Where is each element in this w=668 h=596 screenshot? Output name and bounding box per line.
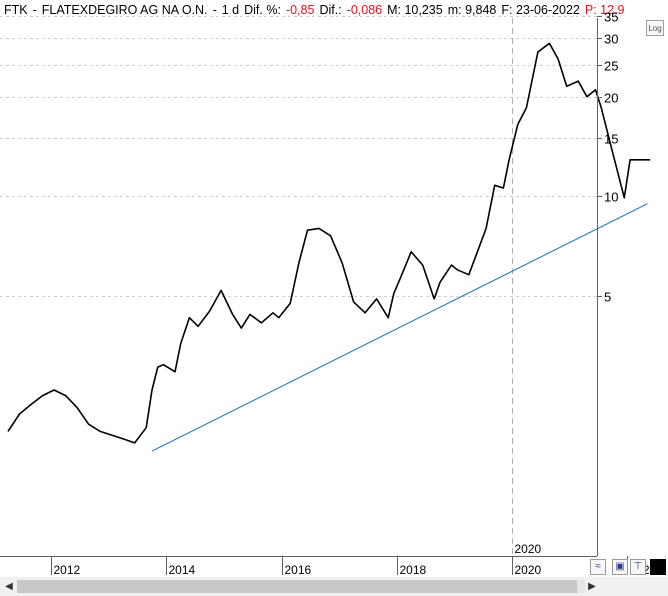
y-tick-label: 30 bbox=[604, 32, 618, 47]
price-chart: 5101520253035201220142016201820202022202… bbox=[0, 10, 657, 577]
y-tick-label: 10 bbox=[604, 190, 618, 205]
period-label: 1 d bbox=[221, 3, 240, 17]
trend-line bbox=[151, 203, 648, 452]
x-tick-label: 2014 bbox=[169, 563, 196, 577]
ticker-label: FTK bbox=[4, 3, 28, 17]
price-label: P: 12,9 bbox=[584, 3, 625, 17]
y-tick-label: 15 bbox=[604, 132, 618, 147]
fill-color-icon[interactable] bbox=[650, 559, 666, 575]
dif-pct-label: Dif. %: bbox=[244, 3, 281, 17]
x-tick-label: 2016 bbox=[285, 563, 312, 577]
pin-icon[interactable]: ⊤ bbox=[630, 559, 646, 575]
header-separator-2: - bbox=[212, 3, 217, 17]
scrollbar-thumb[interactable] bbox=[17, 580, 577, 593]
instrument-name: FLATEXDEGIRO AG NA O.N. bbox=[41, 3, 208, 17]
save-icon[interactable]: ▣ bbox=[612, 559, 628, 575]
header-separator: - bbox=[32, 3, 37, 17]
scroll-left-arrow-icon[interactable]: ◀ bbox=[5, 581, 13, 592]
grid bbox=[0, 16, 597, 556]
dif-label: Dif.: bbox=[319, 3, 342, 17]
max-label: M: 10,235 bbox=[387, 3, 443, 17]
y-tick-label: 20 bbox=[604, 91, 618, 106]
x-tick-label: 2020 bbox=[515, 563, 542, 577]
date-label: F: 23-06-2022 bbox=[501, 3, 580, 17]
dif-value: -0,086 bbox=[346, 3, 383, 17]
x-tick-label: 2018 bbox=[400, 563, 427, 577]
price-series-line bbox=[7, 42, 651, 444]
wave-icon[interactable]: ≈ bbox=[590, 559, 606, 575]
plot-area bbox=[7, 42, 651, 452]
log-scale-toggle[interactable]: Log bbox=[646, 20, 664, 36]
axes: 5101520253035201220142016201820202022202… bbox=[51, 10, 657, 577]
y-tick-label: 25 bbox=[604, 59, 618, 74]
x-tick-label: 2012 bbox=[54, 563, 81, 577]
scroll-right-arrow-icon[interactable]: ▶ bbox=[588, 581, 596, 592]
cursor-label: 2020 bbox=[515, 542, 542, 556]
y-tick-label: 5 bbox=[604, 290, 611, 305]
dif-pct-value: -0,85 bbox=[285, 3, 315, 17]
chart-header: FTK - FLATEXDEGIRO AG NA O.N. -1 d Dif. %: -0… bbox=[4, 2, 630, 18]
y-tick-label: 35 bbox=[604, 10, 618, 25]
min-label: m: 9,848 bbox=[447, 3, 497, 17]
